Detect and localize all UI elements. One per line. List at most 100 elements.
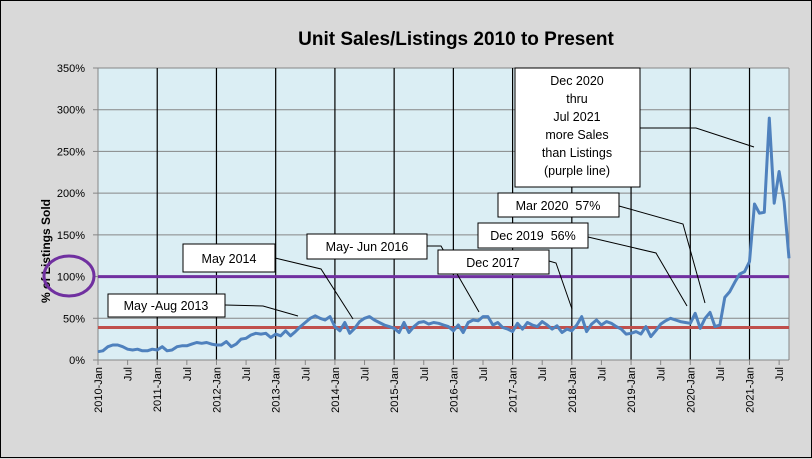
- x-axis: 2010-Jan Jul 2011-Jan Jul 2012-Jan Jul 2013-Ja…: [93, 359, 789, 413]
- data-point: [408, 331, 410, 333]
- data-point: [196, 341, 198, 343]
- x-tick-label: 2010-Jan: [93, 367, 105, 413]
- x-tick-label: 2011-Jan: [152, 367, 164, 412]
- data-point: [151, 348, 153, 350]
- highlight-circle-100: [42, 254, 96, 298]
- y-tick-label: 250%: [57, 146, 85, 158]
- svg-text:than Listings: than Listings: [542, 146, 612, 160]
- chart-title: Unit Sales/Listings 2010 to Present: [298, 29, 614, 50]
- data-point: [689, 322, 691, 324]
- data-point: [127, 348, 129, 350]
- data-point: [729, 291, 731, 293]
- data-point: [112, 344, 114, 346]
- x-tick-label: Jul: [596, 367, 608, 381]
- x-tick-label: Jul: [300, 367, 312, 381]
- x-tick-label: Jul: [774, 367, 786, 381]
- data-point: [502, 326, 504, 328]
- data-point: [734, 281, 736, 283]
- data-point: [265, 332, 267, 334]
- x-tick-label: Jul: [537, 367, 549, 381]
- data-point: [487, 316, 489, 318]
- data-point: [630, 332, 632, 334]
- data-point: [477, 320, 479, 322]
- data-point: [132, 349, 134, 351]
- data-point: [650, 336, 652, 338]
- data-point: [176, 346, 178, 348]
- data-point: [670, 317, 672, 319]
- data-point: [517, 322, 519, 324]
- data-point: [428, 323, 430, 325]
- data-point: [383, 324, 385, 326]
- data-point: [546, 324, 548, 326]
- data-point: [215, 344, 217, 346]
- data-point: [640, 333, 642, 335]
- data-point: [388, 326, 390, 328]
- data-point: [462, 331, 464, 333]
- data-point: [684, 321, 686, 323]
- y-tick-label: 100%: [57, 272, 85, 284]
- x-tick-label: Jul: [478, 367, 490, 381]
- svg-text:Dec 2017: Dec 2017: [466, 256, 520, 270]
- data-point: [753, 203, 755, 205]
- data-point: [778, 170, 780, 172]
- data-point: [329, 316, 331, 318]
- data-point: [482, 316, 484, 318]
- x-tick-label: 2013-Jan: [271, 367, 283, 413]
- data-point: [418, 321, 420, 323]
- data-point: [364, 317, 366, 319]
- data-point: [122, 346, 124, 348]
- data-point: [467, 321, 469, 323]
- data-point: [655, 330, 657, 332]
- data-point: [230, 346, 232, 348]
- y-axis: 0% 50% 100% 150% 200% 250% 300% 350%: [57, 63, 99, 367]
- data-point: [275, 333, 277, 335]
- data-point: [334, 326, 336, 328]
- x-tick-label: Jul: [656, 367, 668, 381]
- data-point: [438, 322, 440, 324]
- data-point: [211, 343, 213, 345]
- x-tick-label: 2019-Jan: [626, 367, 638, 413]
- data-point: [289, 335, 291, 337]
- x-tick-label: 2012-Jan: [211, 367, 223, 413]
- data-point: [556, 325, 558, 327]
- data-point: [744, 271, 746, 273]
- data-point: [694, 312, 696, 314]
- data-point: [260, 333, 262, 335]
- svg-text:Dec 2019 56%: Dec 2019 56%: [490, 229, 575, 243]
- data-point: [788, 257, 790, 259]
- data-point: [447, 326, 449, 328]
- svg-text:Mar 2020 57%: Mar 2020 57%: [516, 199, 601, 213]
- data-point: [571, 330, 573, 332]
- data-point: [699, 327, 701, 329]
- data-point: [581, 316, 583, 318]
- data-point: [758, 212, 760, 214]
- data-point: [724, 296, 726, 298]
- x-tick-label: Jul: [182, 367, 194, 381]
- data-point: [117, 344, 119, 346]
- data-point: [107, 346, 109, 348]
- x-tick-label: Jul: [360, 367, 372, 381]
- data-point: [339, 330, 341, 332]
- data-point: [314, 315, 316, 317]
- data-point: [576, 324, 578, 326]
- x-tick-label: 2021-Jan: [745, 367, 757, 413]
- data-point: [625, 333, 627, 335]
- svg-text:May 2014: May 2014: [202, 252, 257, 266]
- annotation-leaders: [224, 127, 755, 320]
- x-tick-label: 2015-Jan: [389, 367, 401, 413]
- data-point: [709, 311, 711, 313]
- data-point: [591, 323, 593, 325]
- data-point: [674, 319, 676, 321]
- data-point: [768, 117, 770, 119]
- data-point: [551, 328, 553, 330]
- x-tick-label: 2020-Jan: [685, 367, 697, 413]
- data-point: [719, 324, 721, 326]
- data-point: [541, 321, 543, 323]
- annotation-may-aug-2013: May -Aug 2013: [107, 293, 226, 318]
- data-point: [645, 326, 647, 328]
- data-point: [497, 321, 499, 323]
- data-point: [349, 332, 351, 334]
- data-point: [605, 321, 607, 323]
